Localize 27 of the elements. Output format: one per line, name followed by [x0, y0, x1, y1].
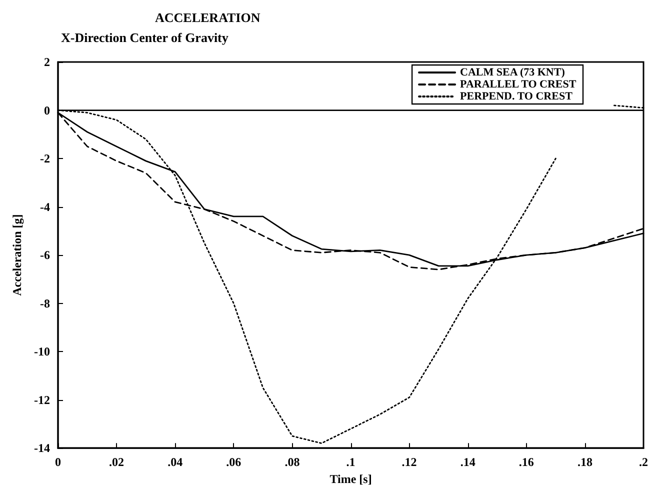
y-tick-label: -4: [40, 200, 50, 214]
x-tick-label: .14: [460, 455, 476, 470]
legend-label: PARALLEL TO CREST: [460, 78, 577, 90]
legend-label: CALM SEA (73 KNT): [460, 66, 566, 78]
x-tick-label: .02: [109, 455, 124, 470]
y-tick-label: 0: [44, 103, 50, 118]
x-tick-label: .1: [346, 455, 356, 470]
y-tick-label: 2: [44, 55, 50, 69]
y-tick-label: -8: [40, 296, 50, 310]
x-tick-label: .12: [402, 455, 417, 470]
x-axis-title: Time [s]: [330, 472, 372, 486]
x-tick-label: .04: [168, 455, 183, 470]
y-tick-label: -14: [34, 441, 50, 456]
y-axis-title: Acceleration [g]: [10, 214, 24, 296]
y-tick-label: -2: [40, 152, 50, 166]
x-tick-label: .16: [518, 455, 534, 470]
x-tick-label: .08: [284, 455, 300, 470]
x-tick-label: 0: [55, 455, 61, 470]
x-tick-label: .06: [226, 455, 242, 470]
y-tick-label: -6: [40, 248, 50, 262]
chart-subtitle: X-Direction Center of Gravity: [61, 30, 229, 45]
x-tick-label: .2: [639, 455, 648, 470]
x-tick-label: .18: [577, 455, 592, 470]
y-tick-label: -12: [34, 392, 50, 407]
legend-label: PERPEND. TO CREST: [460, 90, 574, 102]
y-tick-label: -10: [34, 344, 50, 359]
chart-title: ACCELERATION: [155, 10, 261, 25]
